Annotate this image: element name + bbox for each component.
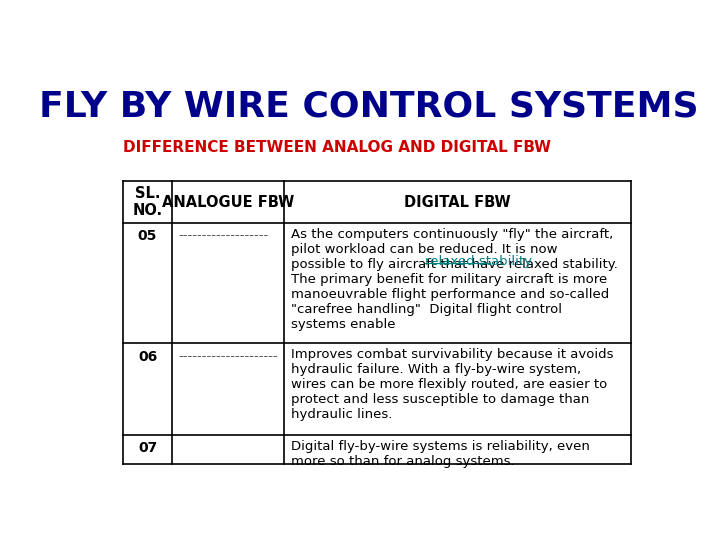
Text: 07: 07 xyxy=(138,441,157,455)
Text: Improves combat survivability because it avoids
hydraulic failure. With a fly-by: Improves combat survivability because it… xyxy=(291,348,613,421)
Text: -------------------: ------------------- xyxy=(179,229,269,242)
Text: relaxed stability: relaxed stability xyxy=(425,255,531,268)
Text: ANALOGUE FBW: ANALOGUE FBW xyxy=(161,194,294,210)
Text: DIFFERENCE BETWEEN ANALOG AND DIGITAL FBW: DIFFERENCE BETWEEN ANALOG AND DIGITAL FB… xyxy=(124,140,552,154)
Text: As the computers continuously "fly" the aircraft,
pilot workload can be reduced.: As the computers continuously "fly" the … xyxy=(291,228,618,331)
Text: 06: 06 xyxy=(138,349,157,363)
Text: FLY BY WIRE CONTROL SYSTEMS: FLY BY WIRE CONTROL SYSTEMS xyxy=(39,90,699,124)
Text: ---------------------: --------------------- xyxy=(179,349,278,363)
Text: 05: 05 xyxy=(138,229,157,243)
Text: DIGITAL FBW: DIGITAL FBW xyxy=(404,194,511,210)
Text: Digital fly-by-wire systems is reliability, even
more so than for analog systems: Digital fly-by-wire systems is reliabili… xyxy=(291,440,590,468)
Text: SL.
NO.: SL. NO. xyxy=(132,186,163,218)
